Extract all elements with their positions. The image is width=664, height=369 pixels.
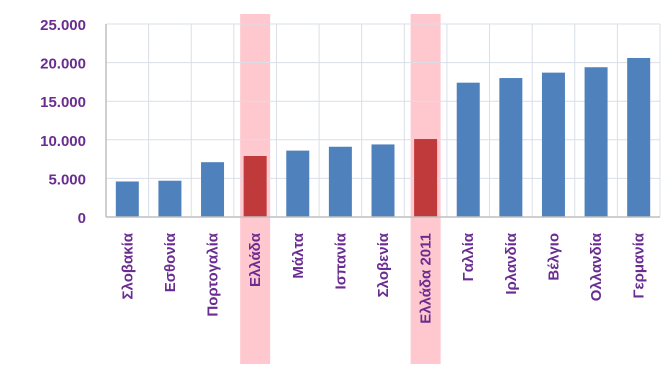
bar-ολλανδία [584,67,608,218]
bar-σλοβακία [115,181,139,217]
bars [115,57,651,218]
bar-σλοβενία [371,144,395,217]
bar-ελλάδα [243,156,267,217]
bar-εσθονία [158,180,182,217]
y-tick-label: 15.000 [40,94,86,111]
x-tick-label-ελλάδα: Ελλάδα [247,232,264,287]
x-tick-label-πορτογαλία: Πορτογαλία [205,232,222,316]
x-tick-label-μάλτα: Μάλτα [290,232,307,278]
y-tick-label: 10.000 [40,133,86,150]
x-tick-label-γαλλία: Γαλλία [460,232,477,281]
bar-ιρλανδία [499,78,523,217]
x-tick-label-βέλγιο: Βέλγιο [545,233,562,281]
y-tick-label: 5.000 [48,171,86,188]
bar-γερμανία [627,57,651,217]
bar-βέλγιο [541,72,565,217]
bar-γαλλία [456,82,480,217]
x-tick-label-ιρλανδία: Ιρλανδία [503,232,520,294]
x-tick-label-ολλανδία: Ολλανδία [588,232,605,301]
x-tick-label-ελλάδα-2011: Ελλάδα 2011 [418,233,435,324]
y-tick-labels: 0 5.000 10.000 15.000 20.000 25.000 [40,17,86,227]
y-tick-label: 0 [78,210,86,227]
y-tick-label: 25.000 [40,17,86,34]
bar-ελλάδα-2011 [414,139,438,217]
x-tick-label-ισπανία: Ισπανία [332,232,349,289]
x-tick-label-σλοβενία: Σλοβενία [375,232,392,297]
bar-πορτογαλία [201,162,225,217]
bar-ισπανία [328,146,352,217]
y-tick-label: 20.000 [40,56,86,73]
x-tick-labels: Σλοβακία Εσθονία Πορτογαλία Ελλάδα Μάλτα Ισπα… [119,232,647,324]
axes [105,24,660,218]
x-tick-label-γερμανία: Γερμανία [631,232,648,298]
x-tick-label-σλοβακία: Σλοβακία [119,232,136,299]
bar-μάλτα [286,150,310,217]
x-tick-label-εσθονία: Εσθονία [162,232,179,292]
